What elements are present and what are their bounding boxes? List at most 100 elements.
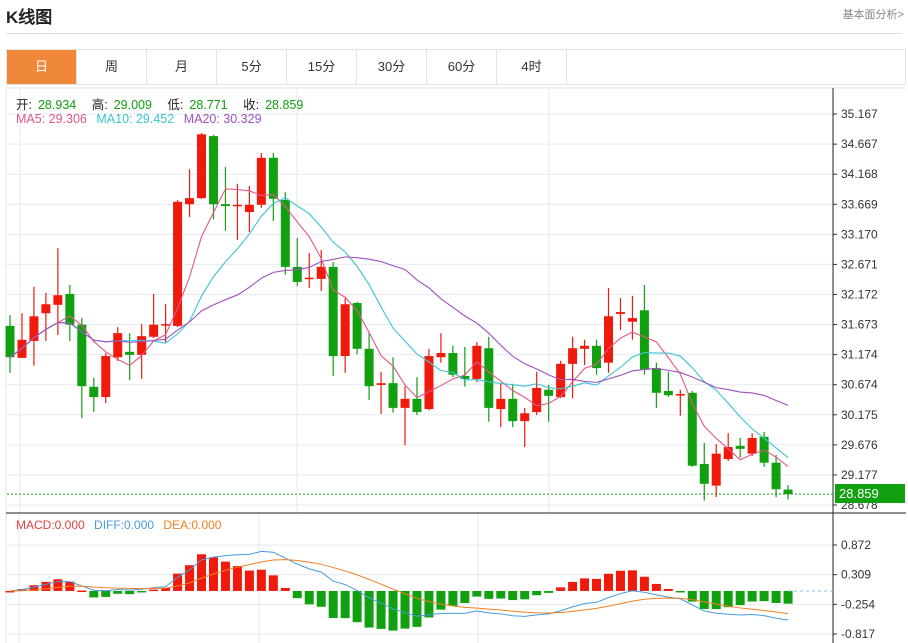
- macd-bar-positive: [580, 578, 590, 591]
- macd-bar-positive: [256, 569, 266, 591]
- close-label: 收:: [243, 98, 260, 112]
- macd-bar-positive: [639, 576, 649, 591]
- candle-down: [388, 383, 398, 408]
- macd-bar-positive: [29, 585, 39, 591]
- candle-down: [651, 368, 661, 393]
- candle-up: [615, 312, 625, 314]
- macd-bar-negative: [687, 590, 697, 602]
- candle-up: [137, 336, 147, 355]
- candle-up: [113, 333, 123, 358]
- macd-bar-negative: [508, 590, 518, 601]
- macd-bar-negative: [400, 590, 410, 629]
- high-label: 高:: [91, 98, 108, 112]
- candle-down: [484, 348, 494, 408]
- candle-up: [711, 453, 721, 486]
- macd-bar-positive: [556, 587, 566, 591]
- macd-bar-negative: [532, 590, 542, 596]
- macd-bar-negative: [711, 590, 721, 610]
- candle-down: [412, 398, 422, 413]
- tab-month[interactable]: 月: [147, 50, 217, 84]
- macd-bar-positive: [232, 566, 242, 591]
- open-label: 开:: [16, 98, 32, 112]
- ma20-line: [9, 256, 789, 406]
- candle-down: [687, 392, 697, 466]
- candle-up: [185, 198, 195, 205]
- candle-down: [364, 348, 374, 387]
- macd-value: MACD:0.000: [16, 518, 85, 532]
- candle-down: [460, 375, 470, 379]
- macd-bar-negative: [436, 590, 446, 610]
- candle-up: [256, 157, 266, 205]
- macd-bar-negative: [316, 590, 326, 607]
- price-tick-label: 30.674: [841, 378, 878, 392]
- period-tabs: 日 周 月 5分 15分 30分 60分 4时: [6, 49, 906, 85]
- macd-bar-positive: [173, 573, 183, 591]
- candle-down: [663, 390, 673, 396]
- candle-up: [232, 204, 242, 207]
- macd-bar-positive: [592, 578, 602, 591]
- macd-bar-negative: [675, 590, 685, 593]
- macd-bar-negative: [783, 590, 793, 604]
- macd-bar-negative: [376, 590, 386, 629]
- price-tick-label: 32.671: [841, 257, 878, 271]
- candle-down: [292, 266, 302, 282]
- macd-bar-negative: [771, 590, 781, 603]
- tab-5min[interactable]: 5分: [217, 50, 287, 84]
- candle-up: [149, 324, 159, 337]
- macd-bar-negative: [340, 590, 350, 619]
- candle-up: [29, 316, 39, 341]
- candle-down: [89, 386, 99, 398]
- candle-up: [161, 324, 171, 326]
- candle-up: [101, 356, 111, 398]
- price-tick-label: 30.175: [841, 408, 878, 422]
- macd-bar-positive: [568, 581, 578, 591]
- fundamental-analysis-link[interactable]: 基本面分析>: [842, 9, 904, 21]
- macd-bar-negative: [328, 590, 338, 618]
- macd-bar-positive: [604, 573, 613, 591]
- macd-bar-negative: [304, 590, 314, 605]
- candle-up: [520, 413, 530, 422]
- candle-up: [627, 318, 637, 322]
- macd-bar-negative: [412, 590, 422, 627]
- macd-bar-positive: [53, 579, 63, 591]
- macd-bar-negative: [747, 590, 757, 602]
- macd-bar-negative: [137, 590, 147, 593]
- candle-up: [173, 201, 183, 326]
- tab-4hour[interactable]: 4时: [497, 50, 567, 84]
- candle-down: [220, 204, 230, 207]
- high-value: 29.009: [113, 98, 152, 112]
- candle-down: [544, 389, 554, 396]
- candle-up: [604, 316, 613, 363]
- price-tick-label: 34.667: [841, 137, 878, 151]
- macd-bar-negative: [544, 590, 554, 593]
- candle-down: [508, 398, 518, 422]
- tab-30min[interactable]: 30分: [357, 50, 427, 84]
- candle-up: [723, 447, 733, 460]
- macd-bar-negative: [472, 590, 482, 597]
- macd-bar-negative: [735, 590, 745, 606]
- dea-line: [9, 559, 789, 615]
- candle-up: [197, 134, 207, 199]
- candle-up: [53, 295, 63, 305]
- ma5-legend: MA5: 29.306: [16, 112, 87, 126]
- candle-down: [592, 345, 602, 369]
- macd-bar-positive: [651, 583, 661, 591]
- tab-week[interactable]: 周: [77, 50, 147, 84]
- low-label: 低:: [167, 98, 184, 112]
- candle-up: [304, 277, 314, 280]
- macd-bar-negative: [101, 590, 111, 597]
- tab-15min[interactable]: 15分: [287, 50, 357, 84]
- macd-bar-negative: [448, 590, 458, 606]
- tab-60min[interactable]: 60分: [427, 50, 497, 84]
- ma10-line: [9, 197, 789, 459]
- price-tick-label: 31.673: [841, 318, 878, 332]
- macd-bar-negative: [113, 590, 123, 594]
- macd-bar-negative: [424, 590, 434, 618]
- macd-bar-positive: [244, 570, 254, 591]
- macd-bar-positive: [663, 588, 673, 591]
- price-tick-label: 35.167: [841, 107, 878, 121]
- ma-legend: MA5: 29.306 MA10: 29.452 MA20: 30.329: [16, 112, 268, 126]
- open-value: 28.934: [37, 98, 77, 112]
- tab-day[interactable]: 日: [7, 50, 77, 84]
